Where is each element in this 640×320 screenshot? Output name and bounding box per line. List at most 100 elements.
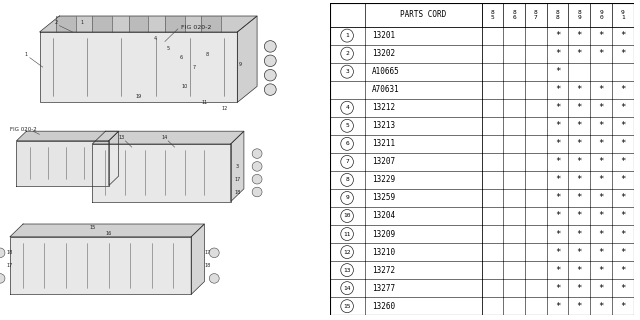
- Text: 18: 18: [7, 250, 13, 255]
- Text: 13212: 13212: [372, 103, 396, 112]
- Text: 12: 12: [221, 106, 227, 111]
- Text: *: *: [620, 194, 625, 203]
- Text: *: *: [598, 212, 604, 220]
- Polygon shape: [165, 16, 184, 32]
- Text: 11: 11: [201, 100, 207, 105]
- Text: 13272: 13272: [372, 266, 396, 275]
- Text: *: *: [598, 229, 604, 238]
- Text: *: *: [598, 121, 604, 130]
- Text: 3: 3: [345, 69, 349, 74]
- Text: *: *: [555, 194, 560, 203]
- Text: 13259: 13259: [372, 194, 396, 203]
- Text: 5: 5: [345, 123, 349, 128]
- Text: 8
7: 8 7: [534, 10, 538, 20]
- Circle shape: [340, 156, 353, 168]
- Circle shape: [340, 29, 353, 42]
- Text: *: *: [555, 175, 560, 184]
- Text: 18: 18: [234, 189, 241, 195]
- Polygon shape: [109, 131, 118, 186]
- Circle shape: [340, 137, 353, 150]
- Text: 18: 18: [205, 263, 211, 268]
- Text: 1: 1: [81, 20, 84, 25]
- Circle shape: [340, 300, 353, 313]
- Text: 2: 2: [54, 20, 58, 25]
- Text: 5: 5: [166, 45, 170, 51]
- Polygon shape: [10, 237, 191, 294]
- Polygon shape: [92, 131, 244, 144]
- Text: *: *: [598, 266, 604, 275]
- Text: 8
8: 8 8: [556, 10, 559, 20]
- Text: 19: 19: [136, 93, 141, 99]
- Circle shape: [252, 149, 262, 158]
- Text: 9
1: 9 1: [621, 10, 625, 20]
- Text: 10: 10: [343, 213, 351, 219]
- Text: *: *: [577, 229, 582, 238]
- Circle shape: [252, 174, 262, 184]
- Text: *: *: [555, 229, 560, 238]
- Text: 8
5: 8 5: [491, 10, 494, 20]
- Text: *: *: [555, 49, 560, 58]
- Text: 3: 3: [236, 164, 239, 169]
- Text: *: *: [577, 103, 582, 112]
- Text: *: *: [555, 67, 560, 76]
- Circle shape: [340, 228, 353, 241]
- Circle shape: [264, 84, 276, 95]
- Text: 15: 15: [89, 225, 95, 230]
- Text: *: *: [620, 266, 625, 275]
- Text: *: *: [577, 266, 582, 275]
- Polygon shape: [40, 32, 237, 102]
- Polygon shape: [92, 144, 231, 202]
- Text: *: *: [555, 121, 560, 130]
- Circle shape: [340, 282, 353, 295]
- Circle shape: [264, 41, 276, 52]
- Circle shape: [340, 65, 353, 78]
- Polygon shape: [17, 141, 109, 186]
- Circle shape: [340, 191, 353, 204]
- Text: 13202: 13202: [372, 49, 396, 58]
- Polygon shape: [17, 131, 118, 141]
- Text: 13207: 13207: [372, 157, 396, 166]
- Text: 16: 16: [106, 231, 112, 236]
- Text: *: *: [577, 212, 582, 220]
- Text: *: *: [555, 139, 560, 148]
- Text: 13201: 13201: [372, 31, 396, 40]
- Text: *: *: [577, 302, 582, 311]
- Text: *: *: [620, 31, 625, 40]
- Text: *: *: [598, 139, 604, 148]
- Circle shape: [340, 245, 353, 259]
- Text: *: *: [555, 284, 560, 293]
- Text: 12: 12: [343, 250, 351, 255]
- Circle shape: [340, 47, 353, 60]
- Text: 2: 2: [345, 51, 349, 56]
- Text: 13277: 13277: [372, 284, 396, 293]
- Circle shape: [209, 274, 219, 283]
- Circle shape: [252, 162, 262, 171]
- Text: *: *: [577, 85, 582, 94]
- Circle shape: [340, 101, 353, 114]
- Text: 14: 14: [343, 286, 351, 291]
- Text: *: *: [620, 85, 625, 94]
- Text: A10665: A10665: [372, 67, 400, 76]
- Text: *: *: [598, 49, 604, 58]
- Polygon shape: [237, 16, 257, 102]
- Text: *: *: [555, 85, 560, 94]
- Text: 17: 17: [234, 177, 241, 182]
- Text: *: *: [598, 284, 604, 293]
- Text: *: *: [620, 139, 625, 148]
- Polygon shape: [231, 131, 244, 202]
- Text: *: *: [577, 49, 582, 58]
- Text: 9: 9: [239, 61, 242, 67]
- Text: 6: 6: [180, 55, 183, 60]
- Text: *: *: [620, 212, 625, 220]
- Text: 9
0: 9 0: [599, 10, 603, 20]
- Text: 17: 17: [7, 263, 13, 268]
- Text: *: *: [577, 31, 582, 40]
- Text: *: *: [598, 103, 604, 112]
- Text: *: *: [598, 175, 604, 184]
- Text: 8
6: 8 6: [512, 10, 516, 20]
- Text: *: *: [620, 103, 625, 112]
- Polygon shape: [56, 16, 76, 32]
- Polygon shape: [10, 224, 204, 237]
- Circle shape: [340, 173, 353, 187]
- Text: A70631: A70631: [372, 85, 400, 94]
